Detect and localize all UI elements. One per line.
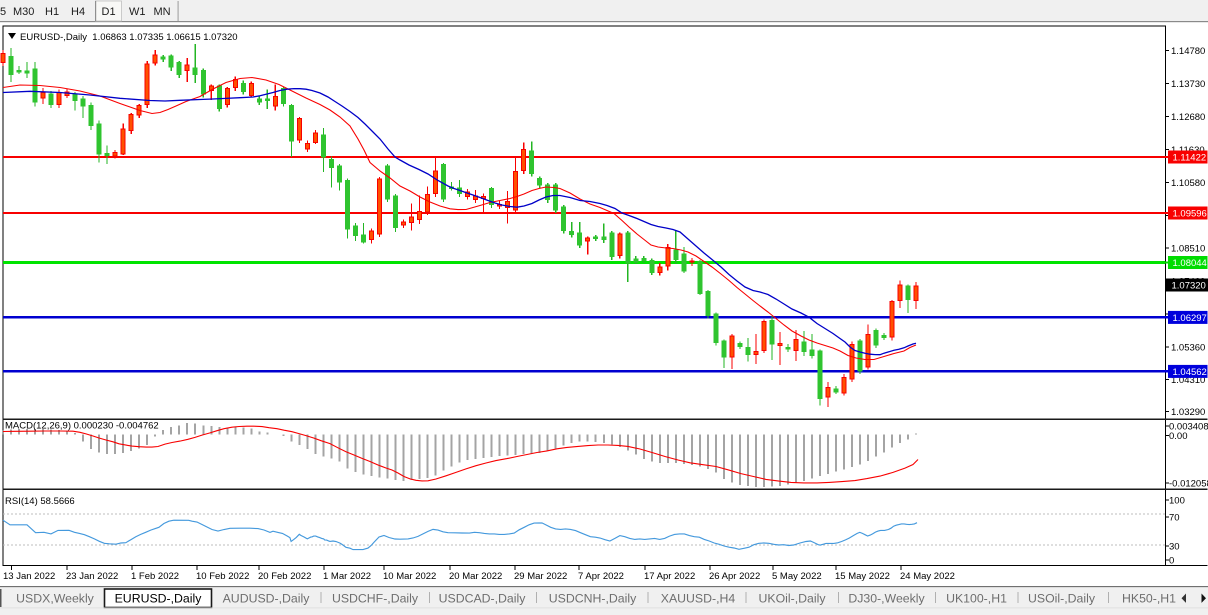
svg-text:0.00: 0.00 xyxy=(1169,431,1188,442)
svg-text:1.14780: 1.14780 xyxy=(1171,46,1205,57)
svg-text:1.12680: 1.12680 xyxy=(1171,112,1205,123)
svg-text:AUDUSD-,Daily: AUDUSD-,Daily xyxy=(223,592,311,606)
svg-text:-0.012058: -0.012058 xyxy=(1169,479,1208,490)
svg-text:5: 5 xyxy=(0,6,6,18)
svg-text:100: 100 xyxy=(1169,496,1185,507)
svg-text:USDX,Weekly: USDX,Weekly xyxy=(16,592,95,606)
svg-text:H4: H4 xyxy=(71,6,85,18)
svg-text:15 May 2022: 15 May 2022 xyxy=(835,571,890,582)
svg-text:XAUUSD-,H4: XAUUSD-,H4 xyxy=(661,592,736,606)
svg-text:20 Mar 2022: 20 Mar 2022 xyxy=(449,571,502,582)
svg-text:29 Mar 2022: 29 Mar 2022 xyxy=(514,571,567,582)
svg-text:23 Jan 2022: 23 Jan 2022 xyxy=(66,571,118,582)
svg-text:1.13730: 1.13730 xyxy=(1171,79,1205,90)
svg-text:1.03290: 1.03290 xyxy=(1171,407,1205,418)
svg-text:1.11422: 1.11422 xyxy=(1173,153,1207,164)
svg-text:EURUSD-,Daily: EURUSD-,Daily xyxy=(115,592,203,606)
svg-text:H1: H1 xyxy=(45,6,59,18)
svg-text:26 Apr 2022: 26 Apr 2022 xyxy=(709,571,760,582)
svg-text:1.04562: 1.04562 xyxy=(1173,367,1207,378)
svg-text:USDCNH-,Daily: USDCNH-,Daily xyxy=(549,592,637,606)
svg-text:1.05360: 1.05360 xyxy=(1171,343,1205,354)
svg-text:1.07320: 1.07320 xyxy=(1172,281,1206,292)
svg-text:1.08044: 1.08044 xyxy=(1173,258,1207,269)
svg-text:70: 70 xyxy=(1169,513,1180,524)
svg-text:1.06297: 1.06297 xyxy=(1173,313,1207,324)
svg-text:DJ30-,Weekly: DJ30-,Weekly xyxy=(848,592,925,606)
svg-text:EURUSD-,Daily 1.06863 1.07335: EURUSD-,Daily 1.06863 1.07335 1.06615 1.… xyxy=(20,32,238,43)
svg-text:1.08510: 1.08510 xyxy=(1171,244,1205,255)
svg-text:0: 0 xyxy=(1169,556,1174,567)
svg-text:24 May 2022: 24 May 2022 xyxy=(900,571,955,582)
svg-text:1.04310: 1.04310 xyxy=(1171,375,1205,386)
svg-text:W1: W1 xyxy=(129,6,146,18)
svg-text:USDCHF-,Daily: USDCHF-,Daily xyxy=(332,592,419,606)
svg-text:HK50-,H1: HK50-,H1 xyxy=(1122,592,1176,606)
svg-text:USOil-,Daily: USOil-,Daily xyxy=(1028,592,1096,606)
svg-text:10 Mar 2022: 10 Mar 2022 xyxy=(383,571,436,582)
svg-text:1.09596: 1.09596 xyxy=(1173,209,1207,220)
svg-text:7 Apr 2022: 7 Apr 2022 xyxy=(578,571,624,582)
svg-text:5 May 2022: 5 May 2022 xyxy=(772,571,822,582)
svg-text:M30: M30 xyxy=(13,6,34,18)
svg-text:1 Feb 2022: 1 Feb 2022 xyxy=(131,571,179,582)
svg-text:D1: D1 xyxy=(102,6,116,18)
svg-text:MACD(12,26,9) 0.000230 -0.0047: MACD(12,26,9) 0.000230 -0.004762 xyxy=(5,421,159,432)
svg-text:13 Jan 2022: 13 Jan 2022 xyxy=(3,571,55,582)
svg-text:20 Feb 2022: 20 Feb 2022 xyxy=(258,571,311,582)
svg-text:0.003408: 0.003408 xyxy=(1169,422,1208,433)
svg-text:UK100-,H1: UK100-,H1 xyxy=(946,592,1007,606)
svg-text:10 Feb 2022: 10 Feb 2022 xyxy=(196,571,249,582)
svg-text:MN: MN xyxy=(154,6,171,18)
svg-text:1 Mar 2022: 1 Mar 2022 xyxy=(323,571,371,582)
svg-text:UKOil-,Daily: UKOil-,Daily xyxy=(759,592,827,606)
svg-text:17 Apr 2022: 17 Apr 2022 xyxy=(644,571,695,582)
svg-text:1.10580: 1.10580 xyxy=(1171,178,1205,189)
svg-text:30: 30 xyxy=(1169,542,1180,553)
svg-text:RSI(14) 58.5666: RSI(14) 58.5666 xyxy=(5,496,75,507)
svg-text:USDCAD-,Daily: USDCAD-,Daily xyxy=(439,592,527,606)
